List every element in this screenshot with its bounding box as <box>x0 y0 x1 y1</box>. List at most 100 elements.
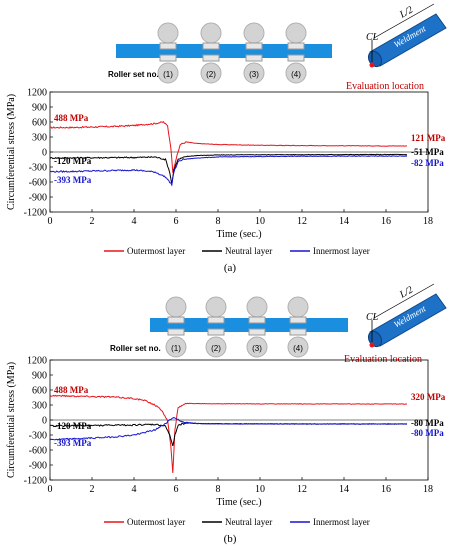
y-ticks: 1200 900 600 300 0 -300 -600 -900 -1200 <box>24 356 53 487</box>
x-tick-label: 16 <box>381 216 391 227</box>
x-tick-label: 8 <box>216 484 221 495</box>
roller-number-1: (1) <box>171 344 181 353</box>
evaluation-label: Evaluation location <box>344 354 422 365</box>
x-tick-label: 4 <box>132 484 137 495</box>
annot-neutral-start: -120 MPa <box>54 156 92 166</box>
annot-inner-end: -82 MPa <box>411 158 444 168</box>
x-tick-label: 16 <box>381 484 391 495</box>
series-line-neutral-layer <box>49 153 408 185</box>
pipe-schematic: CL L/2 Weldment Evaluation location <box>346 3 447 92</box>
y-axis-title: Circumferential stress (MPa) <box>6 94 17 210</box>
legend-label-inner: Innermost layer <box>313 246 370 256</box>
x-tick-label: 6 <box>174 484 179 495</box>
annot-inner-end: -80 MPa <box>411 428 444 438</box>
panel-a-svg: Roller set no. (1) (2) (3) (4) CL L/2 We… <box>6 3 447 274</box>
annot-neutral-end: -51 MPa <box>411 147 444 157</box>
y-tick-label: 900 <box>32 371 47 382</box>
series-line-neutral-layer <box>49 422 408 447</box>
x-tick-label: 14 <box>339 216 349 227</box>
y-tick-label: 600 <box>32 118 47 129</box>
y-tick-label: -300 <box>29 163 47 174</box>
roller-number-4: (4) <box>291 70 301 79</box>
centerline-label: CL <box>366 312 379 323</box>
roller-schematic: Roller set no. (1) (2) (3) (4) <box>108 22 332 84</box>
y-tick-label: -600 <box>29 178 47 189</box>
x-tick-label: 8 <box>216 216 221 227</box>
roller-number-3: (3) <box>249 70 259 79</box>
x-tick-label: 0 <box>48 484 53 495</box>
panel-caption: (a) <box>224 262 237 274</box>
x-tick-label: 14 <box>339 484 349 495</box>
roller-number-3: (3) <box>252 344 262 353</box>
annot-neutral-end: -80 MPa <box>411 418 444 428</box>
roller-number-2: (2) <box>211 344 221 353</box>
roller-set-3 <box>243 22 265 84</box>
x-ticks: 0 2 4 6 8 10 12 14 16 18 <box>48 477 433 495</box>
y-tick-label: 300 <box>32 401 47 412</box>
roller-set-3 <box>246 296 268 358</box>
half-length-dimension <box>373 3 435 39</box>
roller-number-4: (4) <box>293 344 303 353</box>
x-tick-label: 18 <box>423 484 433 495</box>
figure-panel-b: Roller set no. (1) (2) (3) (4) CL L/2 We… <box>0 276 461 550</box>
x-axis-title: Time (sec.) <box>216 497 261 508</box>
legend-label-outer: Outermost layer <box>127 246 185 256</box>
x-ticks: 0 2 4 6 8 10 12 14 16 18 <box>48 209 433 227</box>
roller-set-1 <box>157 22 179 84</box>
legend-b: Outermost layer Neutral layer Innermost … <box>104 517 370 527</box>
half-length-label: L/2 <box>397 4 415 21</box>
legend-label-inner: Innermost layer <box>313 517 370 527</box>
y-tick-label: -900 <box>29 461 47 472</box>
annot-outer-end: 121 MPa <box>411 133 446 143</box>
y-tick-label: 900 <box>32 103 47 114</box>
evaluation-label: Evaluation location <box>346 81 424 92</box>
chart-b: 1200 900 600 300 0 -300 -600 -900 -1200 0 2 4 6 8 10 1… <box>6 356 446 509</box>
roller-number-2: (2) <box>206 70 216 79</box>
legend-label-neutral: Neutral layer <box>225 246 272 256</box>
panel-b-svg: Roller set no. (1) (2) (3) (4) CL L/2 We… <box>6 283 447 545</box>
x-tick-label: 12 <box>297 216 307 227</box>
annot-inner-start: -393 MPa <box>54 438 92 448</box>
roller-set-1 <box>165 296 187 358</box>
annot-outer-start: 488 MPa <box>54 385 89 395</box>
x-tick-label: 12 <box>297 484 307 495</box>
roller-set-4 <box>285 22 307 84</box>
series-lines <box>49 121 408 187</box>
x-tick-label: 4 <box>132 216 137 227</box>
panel-caption: (b) <box>224 533 237 545</box>
y-tick-label: -1200 <box>24 208 47 219</box>
x-tick-label: 0 <box>48 216 53 227</box>
half-length-label: L/2 <box>397 284 415 301</box>
y-tick-label: 1200 <box>27 88 47 99</box>
series-line-outermost-layer <box>49 121 408 173</box>
y-ticks: 1200 900 600 300 0 -300 -600 -900 -1200 <box>24 88 53 219</box>
roller-set-4 <box>287 296 309 358</box>
x-tick-label: 18 <box>423 216 433 227</box>
x-tick-label: 2 <box>90 216 95 227</box>
series-line-innermost-layer <box>49 155 408 187</box>
legend-a: Outermost layer Neutral layer Innermost … <box>104 246 370 256</box>
y-tick-label: -1200 <box>24 476 47 487</box>
chart-a: 1200 900 600 300 0 -300 -600 -900 -1200 0 2 4 6 8 10 1… <box>6 88 446 241</box>
pipe-schematic: CL L/2 Weldment Evaluation location <box>344 283 447 365</box>
series-line-outermost-layer <box>49 394 407 474</box>
roller-schematic: Roller set no. (1) (2) (3) (4) <box>110 296 348 358</box>
roller-set-label: Roller set no. <box>108 70 159 79</box>
y-tick-label: -600 <box>29 446 47 457</box>
figure-panel-a: Roller set no. (1) (2) (3) (4) CL L/2 We… <box>6 3 447 274</box>
y-axis-title: Circumferential stress (MPa) <box>6 362 17 478</box>
y-tick-label: 1200 <box>27 356 47 367</box>
annot-outer-start: 488 MPa <box>54 113 89 123</box>
roller-set-2 <box>205 296 227 358</box>
annot-neutral-start: -120 MPa <box>54 421 92 431</box>
annot-inner-start: -393 MPa <box>54 175 92 185</box>
centerline-label: CL <box>366 32 379 43</box>
annot-outer-end: 320 MPa <box>411 392 446 402</box>
x-tick-label: 6 <box>174 216 179 227</box>
y-tick-label: 300 <box>32 133 47 144</box>
x-tick-label: 10 <box>255 216 265 227</box>
series-lines <box>49 394 408 474</box>
y-tick-label: 0 <box>42 416 47 427</box>
roller-set-label: Roller set no. <box>110 344 161 353</box>
roller-number-1: (1) <box>163 70 173 79</box>
